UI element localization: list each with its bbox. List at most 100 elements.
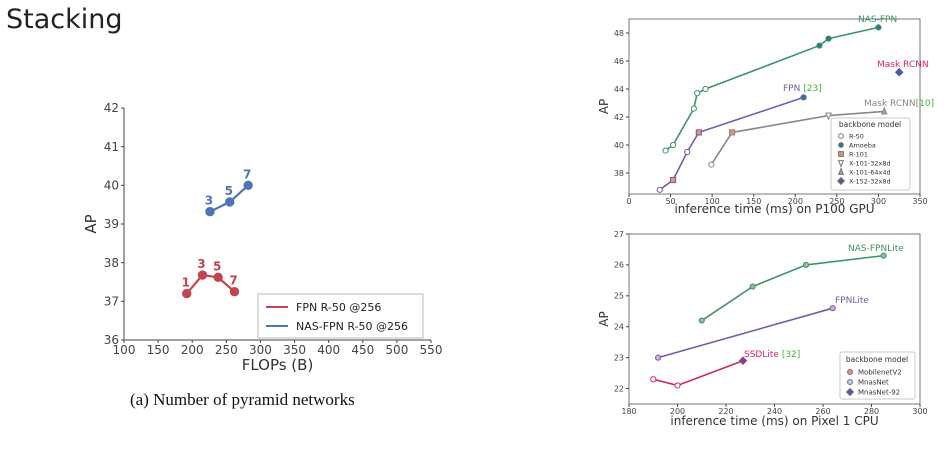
legend-label: X-101-32x8d (849, 160, 891, 168)
y-tick-label: 42 (614, 113, 624, 122)
legend-swatch (836, 176, 846, 186)
x-tick-label: 300 (249, 343, 272, 357)
y-tick-label: 41 (104, 140, 119, 154)
x-tick-label: 250 (215, 343, 238, 357)
point-label: 3 (205, 194, 213, 208)
legend-title: backbone model (839, 120, 901, 129)
x-tick-label: 200 (788, 197, 803, 206)
x-tick-label: 350 (283, 343, 306, 357)
x-tick-label: 450 (351, 343, 374, 357)
legend-swatch (845, 387, 855, 397)
point-label: 1 (182, 276, 190, 290)
data-point (669, 141, 677, 149)
legend-swatch (837, 167, 845, 175)
data-point (702, 85, 709, 93)
series-line (653, 359, 744, 387)
series-label: SSDLite [32] (744, 350, 800, 360)
x-tick-label: 350 (912, 197, 927, 206)
legend-swatch (838, 151, 844, 157)
data-point (655, 354, 662, 361)
data-point (225, 197, 235, 207)
y-tick-label: 48 (614, 29, 624, 38)
x-tick-label: 180 (621, 407, 636, 416)
data-point (708, 161, 715, 168)
x-tick-label: 100 (113, 343, 136, 357)
series-line (185, 273, 236, 295)
y-axis-label: AP (597, 311, 611, 326)
data-point (816, 42, 823, 49)
y-axis-label: AP (597, 99, 611, 114)
x-tick-label: 550 (420, 343, 443, 357)
y-tick-label: 27 (614, 230, 624, 239)
data-point (669, 176, 677, 184)
data-point (695, 129, 702, 136)
data-point (829, 305, 836, 312)
y-tick-label: 38 (104, 256, 119, 270)
data-point (698, 317, 705, 324)
data-point (880, 252, 887, 259)
data-point (728, 129, 736, 136)
series-line (657, 307, 833, 359)
x-tick-label: 300 (912, 407, 927, 416)
x-tick-label: 240 (767, 407, 782, 416)
legend-swatch (837, 160, 845, 168)
data-point (650, 376, 657, 383)
point-label: 5 (213, 259, 221, 273)
data-point (182, 288, 192, 299)
data-point (880, 106, 888, 115)
y-tick-label: 40 (104, 179, 119, 193)
data-point (749, 283, 756, 290)
x-tick-label: 100 (705, 197, 720, 206)
x-tick-label: 150 (147, 343, 170, 357)
data-point (825, 112, 832, 121)
legend-swatch (838, 142, 844, 148)
data-point (656, 186, 663, 193)
series-label: NAS-FPNLite (848, 244, 904, 254)
x-tick-label: 50 (665, 197, 675, 206)
y-tick-label: 36 (104, 333, 119, 347)
legend-label: R-50 (849, 133, 864, 141)
legend-box (830, 117, 911, 191)
point-label: 3 (197, 257, 205, 271)
data-point (229, 286, 240, 297)
series-label: Mask RCNN[10] (864, 99, 934, 109)
data-point (205, 206, 215, 217)
legend-swatch (847, 369, 853, 375)
plot-frame (628, 18, 921, 195)
data-point (662, 147, 669, 154)
legend-box (839, 351, 916, 400)
data-point (684, 148, 691, 156)
legend-label: MnasNet (858, 379, 889, 387)
legend-label: X-152-32x8d (849, 178, 891, 186)
chart-caption: (a) Number of pyramid networks (130, 390, 355, 409)
series-line (710, 110, 885, 166)
y-tick-label: 24 (614, 323, 624, 332)
x-tick-label: 250 (829, 197, 844, 206)
y-tick-label: 22 (614, 384, 624, 393)
series-label: NAS-FPN (858, 15, 897, 25)
data-point (738, 356, 748, 366)
legend-label: FPN R-50 @256 (296, 301, 381, 314)
x-tick-label: 280 (864, 407, 879, 416)
data-point (694, 90, 701, 97)
y-tick-label: 23 (614, 353, 624, 362)
legend-label: Amoeba (849, 142, 876, 150)
point-label: 7 (229, 274, 237, 288)
x-axis-label: inference time (ms) on Pixel 1 CPU (670, 414, 878, 428)
data-point (825, 35, 832, 42)
data-point (875, 24, 882, 31)
legend-swatch (838, 133, 844, 139)
data-point (802, 261, 810, 269)
y-tick-label: 46 (614, 57, 624, 66)
legend-box (257, 293, 424, 339)
x-tick-label: 500 (385, 343, 408, 357)
legend-swatch (847, 379, 853, 385)
x-tick-label: 200 (181, 343, 204, 357)
legend-label: R-101 (849, 151, 868, 159)
legend-title: backbone model (846, 355, 908, 364)
y-axis-label: AP (82, 214, 100, 233)
y-tick-label: 44 (614, 85, 624, 94)
x-tick-label: 300 (871, 197, 886, 206)
